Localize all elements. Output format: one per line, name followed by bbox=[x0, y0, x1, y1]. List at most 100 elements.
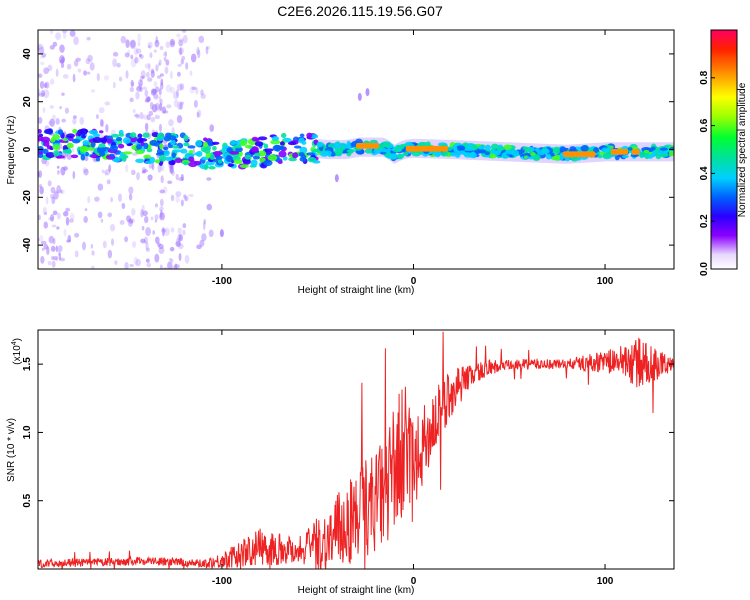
noise-point bbox=[40, 255, 45, 264]
noise-point bbox=[131, 169, 136, 176]
noise-point bbox=[180, 199, 184, 207]
band-point bbox=[99, 151, 106, 157]
band-peak bbox=[356, 143, 379, 149]
noise-point bbox=[170, 227, 175, 233]
noise-point bbox=[146, 262, 151, 268]
band-point bbox=[389, 153, 398, 160]
band-point bbox=[80, 153, 86, 161]
noise-point bbox=[124, 236, 129, 243]
noise-point bbox=[100, 218, 104, 223]
snr-frame bbox=[37, 329, 675, 570]
noise-point bbox=[83, 168, 89, 176]
noise-point bbox=[38, 116, 43, 124]
band-point bbox=[484, 151, 491, 156]
noise-point bbox=[40, 55, 45, 59]
noise-point bbox=[159, 206, 164, 212]
noise-point bbox=[145, 241, 149, 251]
noise-point bbox=[131, 241, 137, 248]
noise-point bbox=[49, 105, 54, 109]
noise-point bbox=[175, 240, 182, 247]
noise-point bbox=[43, 82, 48, 89]
noise-point bbox=[159, 73, 164, 77]
noise-point bbox=[47, 260, 52, 266]
noise-point bbox=[112, 51, 119, 57]
band-point bbox=[106, 138, 113, 144]
noise-point bbox=[97, 211, 103, 219]
band-point bbox=[154, 159, 161, 164]
noise-point bbox=[180, 101, 185, 105]
band-point bbox=[135, 158, 145, 163]
band-point bbox=[463, 152, 473, 158]
noise-point bbox=[74, 250, 79, 258]
noise-point bbox=[334, 174, 339, 183]
y-tick-label: -40 bbox=[22, 237, 33, 252]
band-point bbox=[163, 149, 170, 157]
noise-point bbox=[156, 75, 162, 79]
band-point bbox=[40, 136, 51, 143]
noise-point bbox=[38, 172, 41, 178]
noise-point bbox=[62, 32, 67, 39]
band-point bbox=[396, 153, 405, 159]
noise-point bbox=[162, 110, 169, 114]
band-point bbox=[346, 149, 355, 153]
noise-point bbox=[196, 109, 202, 118]
band-point bbox=[651, 150, 657, 157]
band-point bbox=[136, 144, 143, 150]
noise-point bbox=[177, 233, 182, 242]
noise-point bbox=[168, 119, 174, 127]
band-point bbox=[202, 137, 208, 142]
snr-series-line bbox=[38, 331, 674, 569]
noise-point bbox=[50, 255, 55, 261]
band-point bbox=[254, 141, 264, 147]
noise-point bbox=[55, 256, 59, 262]
noise-point bbox=[91, 250, 95, 256]
noise-point bbox=[77, 68, 82, 73]
noise-point bbox=[365, 88, 370, 97]
noise-point bbox=[158, 123, 162, 133]
band-point bbox=[259, 157, 266, 163]
noise-point bbox=[177, 227, 182, 235]
noise-point bbox=[147, 174, 153, 181]
noise-point bbox=[185, 62, 189, 70]
band-point bbox=[137, 133, 143, 139]
band-point bbox=[271, 136, 280, 141]
noise-point bbox=[183, 194, 186, 199]
band-point bbox=[490, 149, 498, 155]
noise-point bbox=[167, 261, 173, 269]
noise-point bbox=[137, 33, 141, 43]
noise-point bbox=[142, 210, 148, 217]
noise-point bbox=[57, 170, 60, 175]
colorbar-tick-label: 0.6 bbox=[699, 118, 710, 132]
band-point bbox=[533, 155, 540, 161]
noise-point bbox=[52, 41, 58, 47]
noise-point bbox=[79, 116, 85, 125]
noise-point bbox=[39, 81, 45, 89]
band-point bbox=[208, 166, 216, 170]
noise-point bbox=[176, 83, 183, 91]
noise-point bbox=[154, 214, 159, 221]
band-point bbox=[373, 148, 382, 154]
noise-point bbox=[193, 100, 198, 108]
band-peak bbox=[405, 145, 448, 152]
band-point bbox=[122, 151, 133, 155]
noise-point bbox=[50, 78, 55, 85]
band-point bbox=[79, 145, 89, 153]
noise-point bbox=[178, 243, 184, 250]
y-tick-label: 20 bbox=[22, 96, 33, 108]
x-tick-label: 100 bbox=[597, 576, 614, 587]
noise-point bbox=[133, 47, 139, 56]
noise-point bbox=[155, 64, 159, 72]
band-point bbox=[267, 154, 278, 162]
band-point bbox=[244, 154, 252, 160]
band-point bbox=[162, 146, 169, 151]
band-point bbox=[38, 133, 44, 137]
noise-point bbox=[181, 55, 186, 61]
noise-point bbox=[75, 57, 81, 62]
noise-point bbox=[175, 237, 181, 246]
colorbar-label: Normalized spectral amplitude bbox=[737, 82, 748, 217]
band-point bbox=[209, 154, 215, 160]
noise-point bbox=[90, 265, 95, 269]
noise-point bbox=[86, 71, 91, 75]
noise-point bbox=[51, 224, 57, 228]
band-point bbox=[244, 144, 253, 149]
